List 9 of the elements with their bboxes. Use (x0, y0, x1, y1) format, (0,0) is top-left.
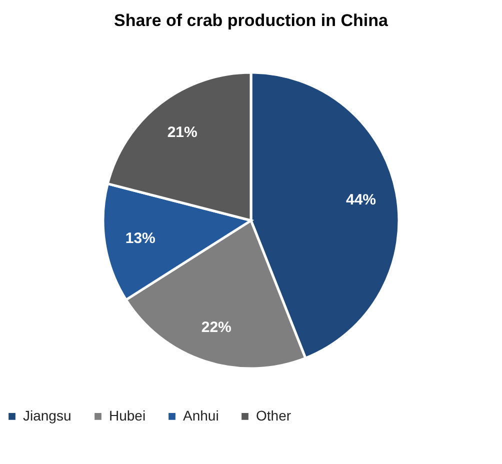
legend-label: Jiangsu (23, 407, 72, 424)
legend-label: Anhui (183, 407, 219, 424)
legend-label: Other (256, 407, 292, 424)
data-label: 21% (167, 124, 198, 142)
legend-label: Hubei (109, 407, 146, 424)
chart-title: Share of crab production in China (114, 11, 388, 30)
data-label: 44% (346, 192, 376, 209)
data-label: 13% (125, 230, 156, 248)
data-label: 22% (201, 319, 232, 336)
